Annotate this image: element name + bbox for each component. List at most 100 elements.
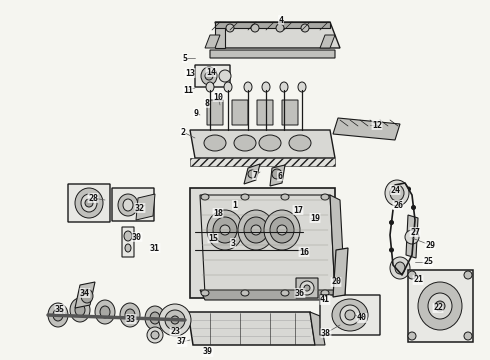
Ellipse shape bbox=[405, 230, 419, 244]
Text: 40: 40 bbox=[357, 314, 367, 323]
Text: 15: 15 bbox=[208, 234, 218, 243]
Ellipse shape bbox=[298, 82, 306, 92]
FancyBboxPatch shape bbox=[195, 65, 230, 87]
Ellipse shape bbox=[238, 210, 274, 250]
FancyBboxPatch shape bbox=[112, 188, 154, 221]
Text: 36: 36 bbox=[295, 288, 305, 297]
Text: 31: 31 bbox=[150, 243, 160, 252]
Ellipse shape bbox=[262, 82, 270, 92]
Ellipse shape bbox=[70, 298, 90, 322]
Ellipse shape bbox=[151, 331, 159, 339]
Text: 17: 17 bbox=[293, 206, 303, 215]
Ellipse shape bbox=[464, 332, 472, 340]
Text: 38: 38 bbox=[321, 328, 331, 338]
Bar bbox=[195, 232, 303, 250]
Text: 18: 18 bbox=[213, 208, 223, 217]
Ellipse shape bbox=[405, 263, 409, 267]
FancyBboxPatch shape bbox=[68, 184, 110, 222]
Ellipse shape bbox=[321, 194, 329, 200]
Ellipse shape bbox=[321, 290, 329, 296]
Ellipse shape bbox=[398, 182, 402, 186]
Text: 21: 21 bbox=[413, 275, 423, 284]
Polygon shape bbox=[215, 22, 225, 48]
FancyBboxPatch shape bbox=[282, 100, 298, 125]
Ellipse shape bbox=[390, 257, 410, 279]
Text: 29: 29 bbox=[425, 240, 435, 249]
Polygon shape bbox=[333, 248, 348, 297]
Text: 9: 9 bbox=[194, 108, 198, 117]
Ellipse shape bbox=[145, 306, 165, 330]
Ellipse shape bbox=[435, 301, 445, 311]
Text: 35: 35 bbox=[55, 305, 65, 314]
Ellipse shape bbox=[390, 220, 393, 225]
Ellipse shape bbox=[281, 290, 289, 296]
Text: 27: 27 bbox=[410, 228, 420, 237]
Polygon shape bbox=[212, 204, 228, 225]
Ellipse shape bbox=[412, 235, 416, 239]
Text: 28: 28 bbox=[88, 194, 98, 202]
Ellipse shape bbox=[85, 199, 93, 207]
Ellipse shape bbox=[53, 309, 63, 321]
Ellipse shape bbox=[118, 194, 138, 216]
Text: 32: 32 bbox=[135, 203, 145, 212]
Ellipse shape bbox=[75, 188, 103, 218]
Polygon shape bbox=[310, 312, 325, 345]
Ellipse shape bbox=[159, 304, 191, 336]
Ellipse shape bbox=[204, 135, 226, 151]
Ellipse shape bbox=[241, 290, 249, 296]
Text: 25: 25 bbox=[423, 257, 433, 266]
Polygon shape bbox=[287, 210, 325, 230]
Ellipse shape bbox=[340, 305, 360, 325]
Polygon shape bbox=[406, 215, 418, 258]
Text: 39: 39 bbox=[203, 347, 213, 356]
Ellipse shape bbox=[165, 310, 185, 330]
Ellipse shape bbox=[125, 244, 131, 252]
FancyBboxPatch shape bbox=[207, 100, 223, 125]
Text: 37: 37 bbox=[177, 338, 187, 346]
Ellipse shape bbox=[270, 217, 294, 243]
Text: 23: 23 bbox=[170, 328, 180, 337]
Polygon shape bbox=[136, 194, 155, 220]
FancyBboxPatch shape bbox=[320, 295, 380, 335]
Text: 11: 11 bbox=[183, 86, 193, 95]
Ellipse shape bbox=[75, 304, 85, 316]
Ellipse shape bbox=[276, 24, 284, 32]
Polygon shape bbox=[215, 22, 340, 48]
Ellipse shape bbox=[345, 310, 355, 320]
FancyBboxPatch shape bbox=[122, 227, 134, 257]
Ellipse shape bbox=[412, 206, 416, 210]
Ellipse shape bbox=[206, 82, 214, 92]
Text: 2: 2 bbox=[180, 127, 186, 136]
Text: 34: 34 bbox=[80, 288, 90, 297]
Ellipse shape bbox=[207, 210, 243, 250]
Polygon shape bbox=[205, 35, 220, 48]
Text: 10: 10 bbox=[213, 93, 223, 102]
Ellipse shape bbox=[201, 194, 209, 200]
Ellipse shape bbox=[418, 282, 462, 330]
Ellipse shape bbox=[395, 262, 405, 274]
Ellipse shape bbox=[408, 271, 416, 279]
Polygon shape bbox=[320, 35, 335, 48]
Polygon shape bbox=[200, 290, 340, 300]
Ellipse shape bbox=[202, 234, 210, 244]
Ellipse shape bbox=[219, 70, 231, 82]
FancyBboxPatch shape bbox=[285, 200, 335, 245]
Ellipse shape bbox=[150, 312, 160, 324]
Ellipse shape bbox=[241, 194, 249, 200]
Polygon shape bbox=[244, 164, 260, 184]
Text: 22: 22 bbox=[433, 303, 443, 312]
Text: 30: 30 bbox=[132, 233, 142, 242]
Ellipse shape bbox=[244, 82, 252, 92]
Ellipse shape bbox=[464, 271, 472, 279]
Polygon shape bbox=[215, 22, 330, 28]
Ellipse shape bbox=[244, 217, 268, 243]
Ellipse shape bbox=[48, 303, 68, 327]
Ellipse shape bbox=[125, 309, 135, 321]
Ellipse shape bbox=[95, 300, 115, 324]
Ellipse shape bbox=[281, 194, 289, 200]
Polygon shape bbox=[190, 130, 335, 158]
Ellipse shape bbox=[248, 170, 256, 178]
Text: 14: 14 bbox=[206, 68, 216, 77]
FancyBboxPatch shape bbox=[408, 270, 473, 342]
Ellipse shape bbox=[332, 299, 368, 331]
